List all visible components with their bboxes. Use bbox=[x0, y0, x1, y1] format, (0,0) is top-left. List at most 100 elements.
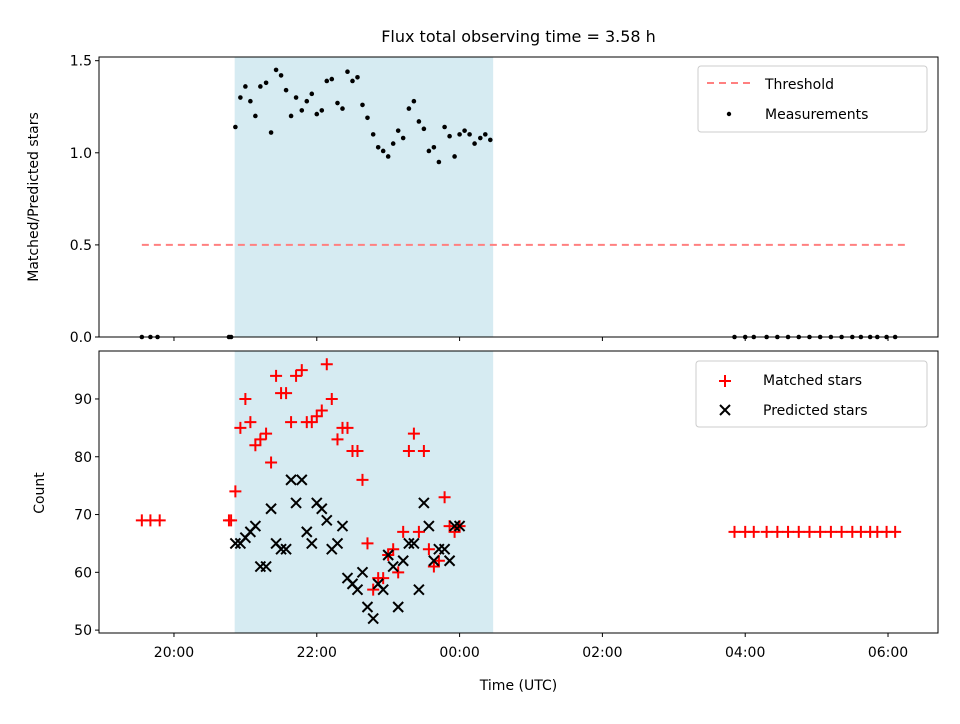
matched-star-point bbox=[265, 456, 278, 469]
measurement-point bbox=[238, 95, 243, 100]
y-tick-label: 50 bbox=[74, 623, 92, 639]
matched-star-point bbox=[760, 525, 773, 538]
matched-star-point bbox=[824, 525, 837, 538]
legend-measurements-label: Measurements bbox=[765, 107, 868, 123]
predicted-star-point bbox=[377, 583, 389, 596]
y-tick-label: 1.5 bbox=[70, 54, 92, 70]
measurement-point bbox=[288, 113, 294, 119]
matched-star-point bbox=[792, 525, 805, 538]
matched-star-point bbox=[422, 543, 435, 556]
measurement-point bbox=[324, 78, 330, 84]
measurement-point bbox=[380, 148, 386, 154]
legend-predicted-swatch bbox=[719, 404, 731, 416]
ratio-plot-frame bbox=[98, 56, 939, 338]
predicted-star-point bbox=[280, 543, 292, 555]
measurement-point bbox=[350, 78, 355, 84]
y-tick-label: 70 bbox=[74, 508, 92, 524]
predicted-star-point bbox=[296, 474, 308, 486]
matched-star-point bbox=[397, 525, 410, 538]
measurement-point bbox=[243, 84, 248, 89]
matched-star-point bbox=[356, 473, 369, 486]
measurement-point bbox=[345, 69, 350, 75]
predicted-star-point bbox=[316, 503, 328, 515]
measurement-point bbox=[390, 141, 396, 146]
x-tick-label: 22:00 bbox=[297, 645, 337, 661]
matched-star-point bbox=[417, 444, 430, 457]
measurement-point bbox=[462, 128, 467, 133]
matched-star-point bbox=[234, 421, 247, 434]
predicted-star-point bbox=[438, 543, 451, 555]
matched-star-point bbox=[270, 369, 283, 382]
measurement-point bbox=[370, 132, 376, 137]
y-tick-label: 60 bbox=[74, 565, 92, 581]
matched-star-point bbox=[331, 433, 344, 446]
predicted-star-point bbox=[443, 555, 456, 567]
matched-star-point bbox=[367, 583, 380, 596]
matched-star-point bbox=[320, 358, 333, 371]
matched-star-point bbox=[835, 525, 848, 538]
measurement-point bbox=[467, 132, 472, 137]
predicted-star-point bbox=[428, 555, 440, 567]
predicted-star-point bbox=[306, 537, 318, 550]
matched-star-point bbox=[229, 485, 242, 498]
measurement-point bbox=[472, 141, 477, 146]
measurement-point bbox=[385, 154, 391, 159]
predicted-star-point bbox=[382, 549, 394, 561]
matched-star-point bbox=[254, 433, 267, 446]
count-points bbox=[135, 358, 902, 625]
matched-star-point bbox=[387, 543, 400, 556]
measurement-point bbox=[416, 119, 422, 124]
ratio-axes: 0.0 0.5 1.0 1.5 bbox=[70, 54, 889, 346]
legend-measurements-swatch bbox=[726, 111, 732, 117]
y-tick-label: 0.0 bbox=[70, 330, 92, 346]
measurement-point bbox=[421, 126, 427, 132]
measurement-point bbox=[273, 67, 279, 73]
measurement-point bbox=[452, 154, 457, 159]
predicted-star-point bbox=[423, 520, 435, 532]
ratio-legend-box bbox=[697, 65, 928, 133]
measurement-point bbox=[477, 135, 483, 141]
predicted-star-point bbox=[408, 537, 420, 550]
matched-star-point bbox=[153, 514, 166, 527]
measurement-point bbox=[340, 106, 345, 111]
count-y-axis-label: Count bbox=[32, 472, 48, 514]
matched-star-point bbox=[803, 525, 816, 538]
measurement-point bbox=[411, 98, 417, 104]
measurement-point bbox=[278, 73, 284, 78]
x-tick-label: 20:00 bbox=[154, 645, 194, 661]
matched-star-point bbox=[225, 514, 238, 527]
chart-title: Flux total observing time = 3.58 h bbox=[381, 27, 656, 46]
matched-star-point bbox=[290, 369, 303, 382]
matched-star-point bbox=[438, 491, 451, 504]
measurement-point bbox=[395, 128, 401, 133]
measurement-point bbox=[406, 106, 412, 111]
measurement-point bbox=[283, 87, 289, 93]
measurement-point bbox=[248, 98, 253, 104]
predicted-star-point bbox=[367, 612, 379, 625]
measurement-point bbox=[426, 148, 432, 154]
ratio-y-axis-label: Matched/Predicted stars bbox=[26, 112, 42, 282]
predicted-star-point bbox=[260, 560, 272, 573]
measurement-point bbox=[482, 132, 488, 137]
legend-matched-label: Matched stars bbox=[763, 373, 862, 389]
predicted-star-point bbox=[418, 497, 430, 509]
matched-star-point bbox=[889, 525, 902, 538]
matched-star-point bbox=[239, 392, 252, 405]
measurement-point bbox=[457, 132, 462, 137]
predicted-star-point bbox=[397, 555, 409, 567]
x-tick-label: 02:00 bbox=[582, 645, 622, 661]
measurement-point bbox=[436, 159, 442, 165]
predicted-star-point bbox=[392, 601, 404, 613]
count-legend-box bbox=[695, 360, 928, 428]
predicted-star-point bbox=[453, 520, 466, 532]
matched-star-point bbox=[407, 427, 420, 440]
legend-threshold-label: Threshold bbox=[764, 77, 834, 93]
matched-star-point bbox=[402, 444, 415, 457]
count-plot-frame bbox=[98, 350, 939, 634]
y-tick-label: 1.0 bbox=[70, 146, 92, 162]
x-tick-label: 04:00 bbox=[725, 645, 765, 661]
y-tick-label: 0.5 bbox=[70, 238, 92, 254]
predicted-star-point bbox=[387, 560, 399, 573]
matched-star-point bbox=[295, 364, 308, 377]
